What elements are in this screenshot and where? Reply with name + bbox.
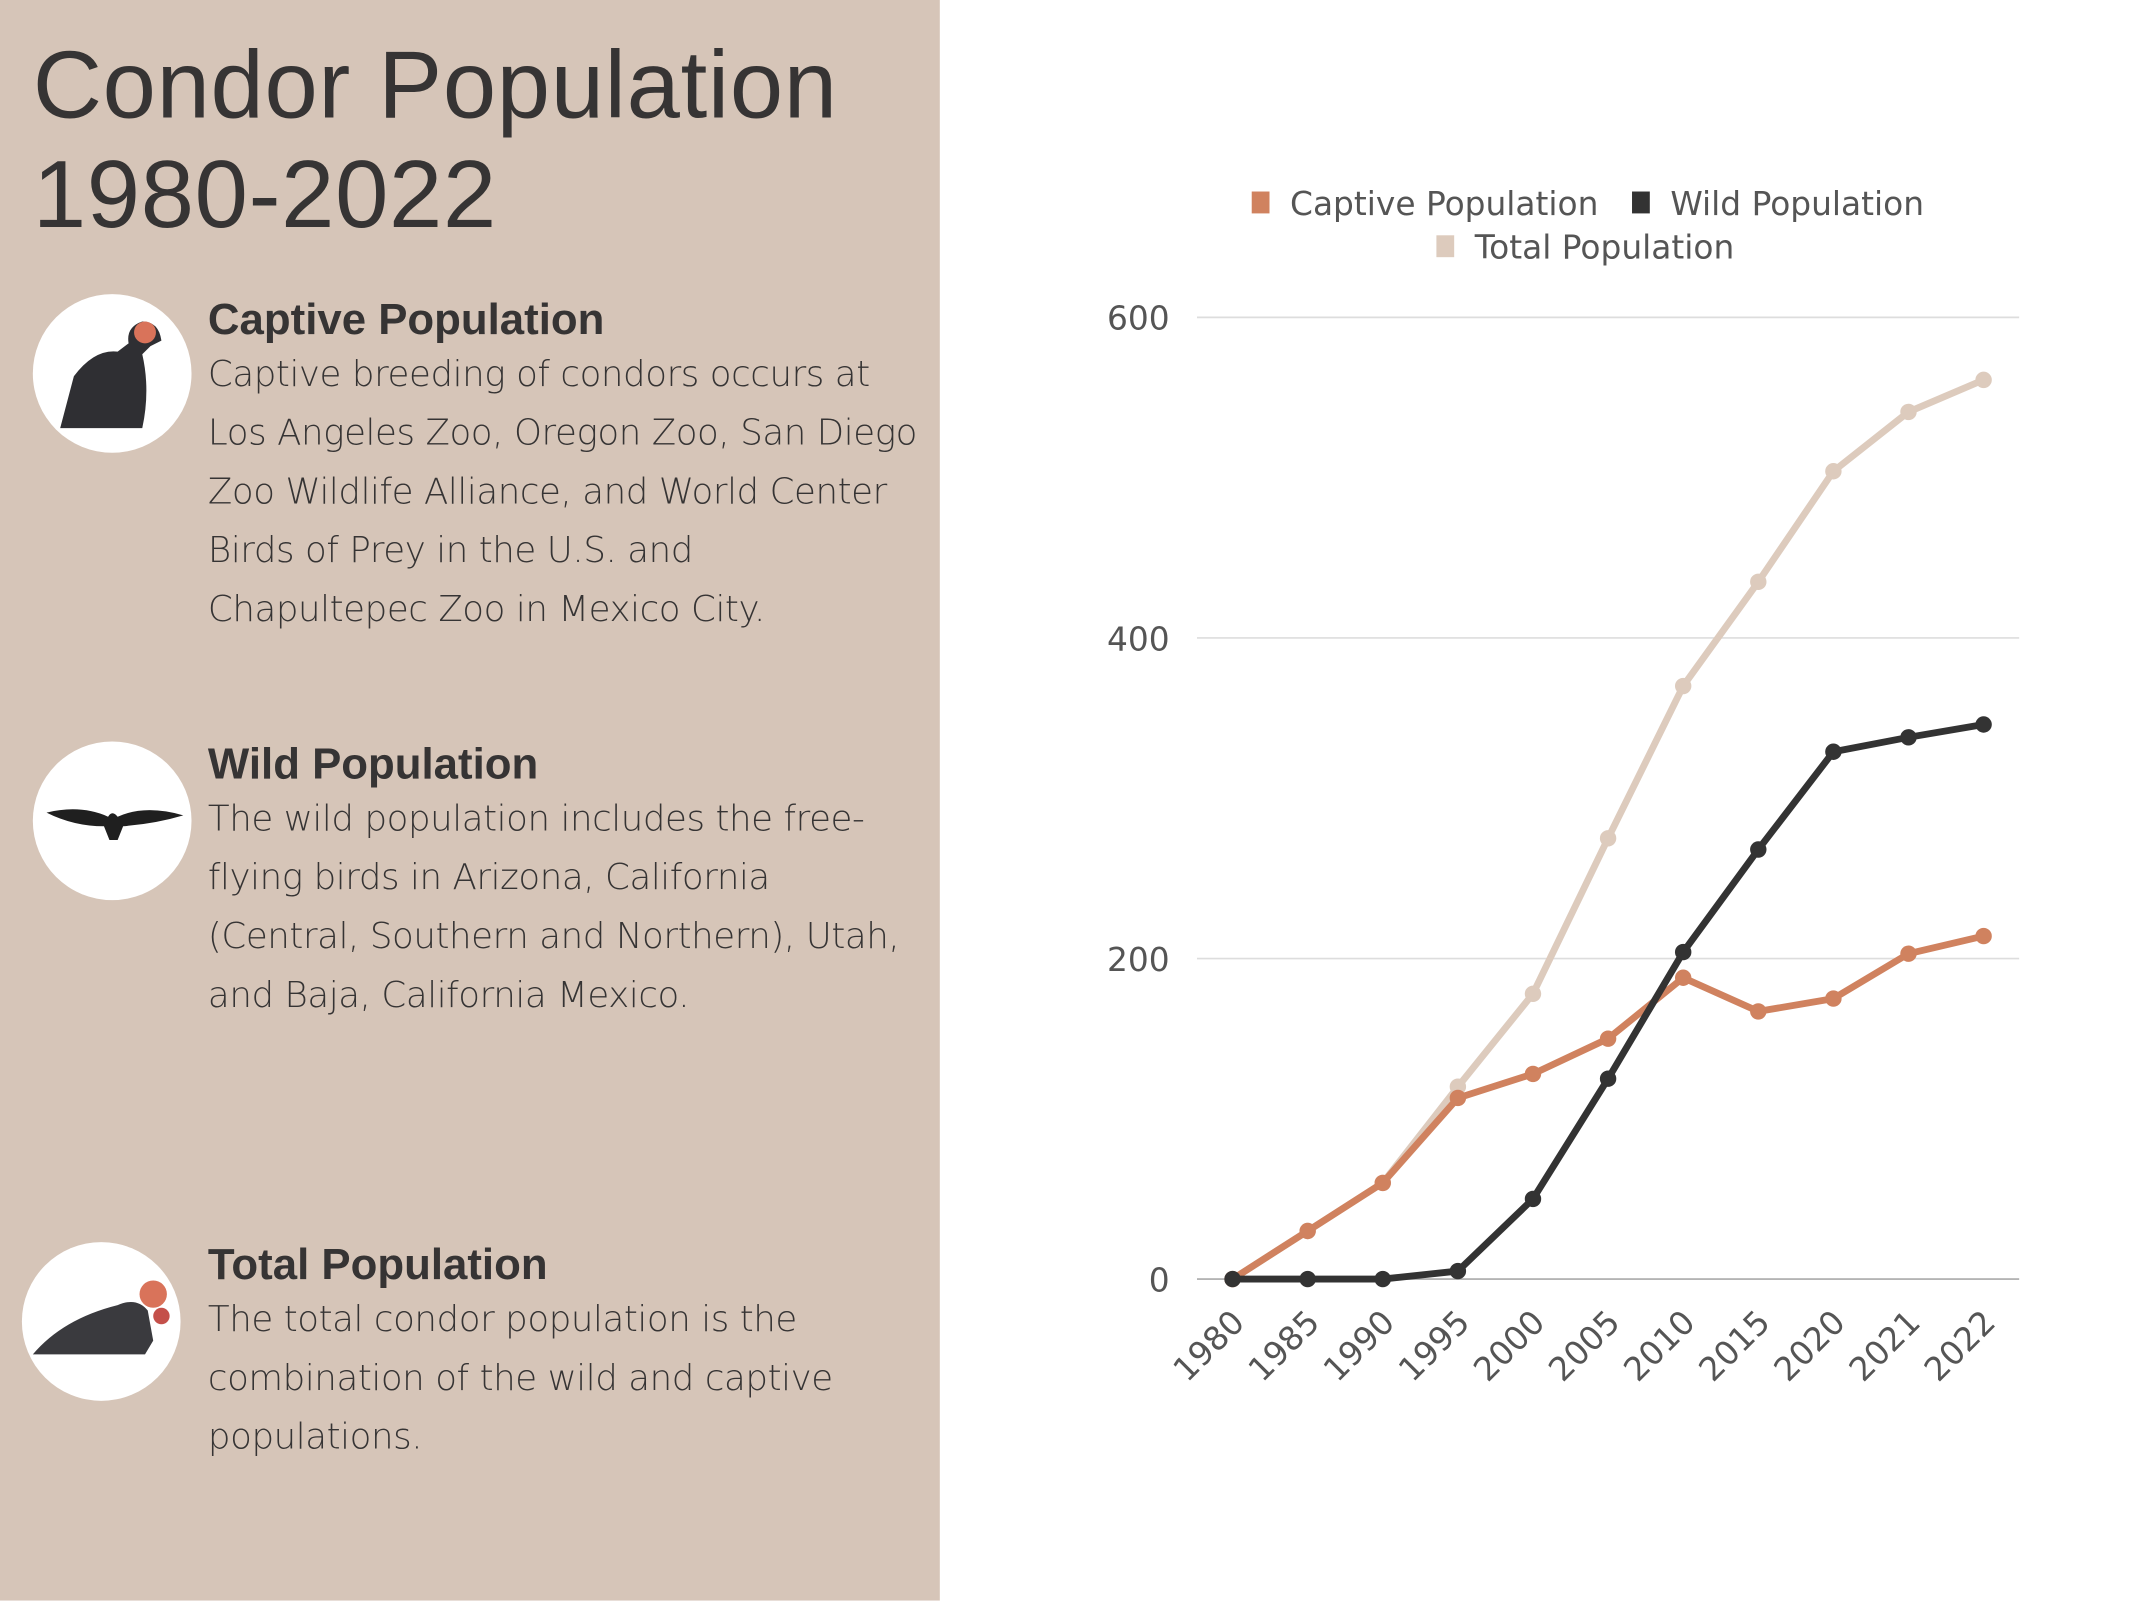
data-point: [1975, 716, 1992, 733]
series-line: [1230, 932, 1985, 1282]
x-tick-label: 2005: [1541, 1303, 1627, 1389]
total-description: The total condor population is the combi…: [207, 1299, 833, 1459]
x-tick-label: 1985: [1241, 1303, 1327, 1389]
page-title: Condor Population 1980-2022: [32, 31, 838, 248]
data-point: [1524, 1190, 1542, 1208]
chart-legend: Captive Population Wild Population Total P…: [1251, 185, 1924, 267]
data-point: [1674, 969, 1692, 986]
series-line: [1232, 721, 1985, 1283]
data-point: [1825, 743, 1842, 760]
x-tick-label: 1995: [1391, 1303, 1477, 1389]
y-tick-label: 400: [1107, 620, 1170, 658]
gridlines: [1197, 316, 2020, 1280]
data-point: [1825, 990, 1842, 1007]
series-lines: [1224, 371, 1992, 1288]
x-tick-label: 2022: [1917, 1303, 2003, 1389]
data-point: [1374, 1270, 1391, 1288]
series-line: [1230, 376, 1985, 1282]
legend-swatch: [1436, 235, 1455, 258]
total-heading: Total Population: [207, 1239, 548, 1289]
data-point: [1449, 1078, 1467, 1095]
data-point: [1825, 463, 1842, 480]
flying-condor-photo: [32, 741, 192, 901]
y-tick-label: 600: [1107, 300, 1170, 338]
data-point: [1599, 1070, 1617, 1087]
y-tick-label: 200: [1107, 941, 1170, 979]
legend-label: Wild Population: [1670, 185, 1924, 223]
x-tick-label: 1990: [1316, 1303, 1402, 1389]
wild-section: Wild Population The wild population incl…: [208, 736, 919, 1026]
data-point: [1449, 1089, 1467, 1107]
legend-label: Total Population: [1474, 229, 1735, 267]
data-point: [1750, 1003, 1767, 1020]
x-tick-label: 1980: [1166, 1303, 1252, 1389]
data-point: [1975, 927, 1992, 945]
info-panel: Condor Population 1980-2022 Captive Popul…: [0, 0, 940, 1601]
data-point: [1524, 1065, 1542, 1083]
x-tick-label: 2010: [1617, 1303, 1703, 1389]
data-point: [1449, 1262, 1467, 1280]
y-tick-label: 0: [1149, 1261, 1170, 1299]
data-point: [1900, 945, 1917, 962]
wild-heading: Wild Population: [207, 738, 539, 788]
condor-head-photo: [21, 1242, 181, 1401]
data-point: [1299, 1270, 1316, 1288]
data-point: [1224, 1270, 1241, 1288]
x-tick-label: 2020: [1767, 1303, 1853, 1389]
data-point: [1750, 573, 1767, 591]
data-point: [1299, 1222, 1316, 1240]
x-tick-label: 2000: [1466, 1303, 1552, 1389]
perched-condor-photo: [32, 294, 192, 453]
captive-section: Captive Population Captive breeding of c…: [208, 291, 919, 640]
y-axis-ticks: 0 200 400 600: [1107, 300, 1170, 1300]
data-point: [1674, 677, 1692, 695]
captive-description: Captive breeding of condors occurs at Lo…: [207, 354, 917, 631]
data-point: [1674, 943, 1692, 961]
x-axis-ticks: 1980198519901995200020052010201520202021…: [1166, 1303, 2003, 1389]
data-point: [1975, 371, 1992, 389]
wild-description: The wild population includes the free-fl…: [207, 798, 900, 1017]
data-point: [1374, 1174, 1391, 1192]
legend-swatch: [1632, 191, 1650, 214]
legend-swatch: [1251, 191, 1270, 214]
data-point: [1599, 830, 1617, 847]
data-point: [1599, 1030, 1617, 1047]
data-point: [1750, 841, 1767, 858]
data-point: [1524, 985, 1542, 1002]
legend-label: Captive Population: [1290, 185, 1598, 223]
captive-heading: Captive Population: [207, 294, 605, 344]
data-point: [1900, 729, 1917, 746]
total-section: Total Population The total condor popula…: [208, 1237, 837, 1468]
x-tick-label: 2015: [1692, 1303, 1778, 1389]
population-line-chart: Captive Population Wild Population Total P…: [1107, 185, 2020, 1389]
data-point: [1900, 403, 1917, 421]
x-tick-label: 2021: [1842, 1303, 1928, 1389]
